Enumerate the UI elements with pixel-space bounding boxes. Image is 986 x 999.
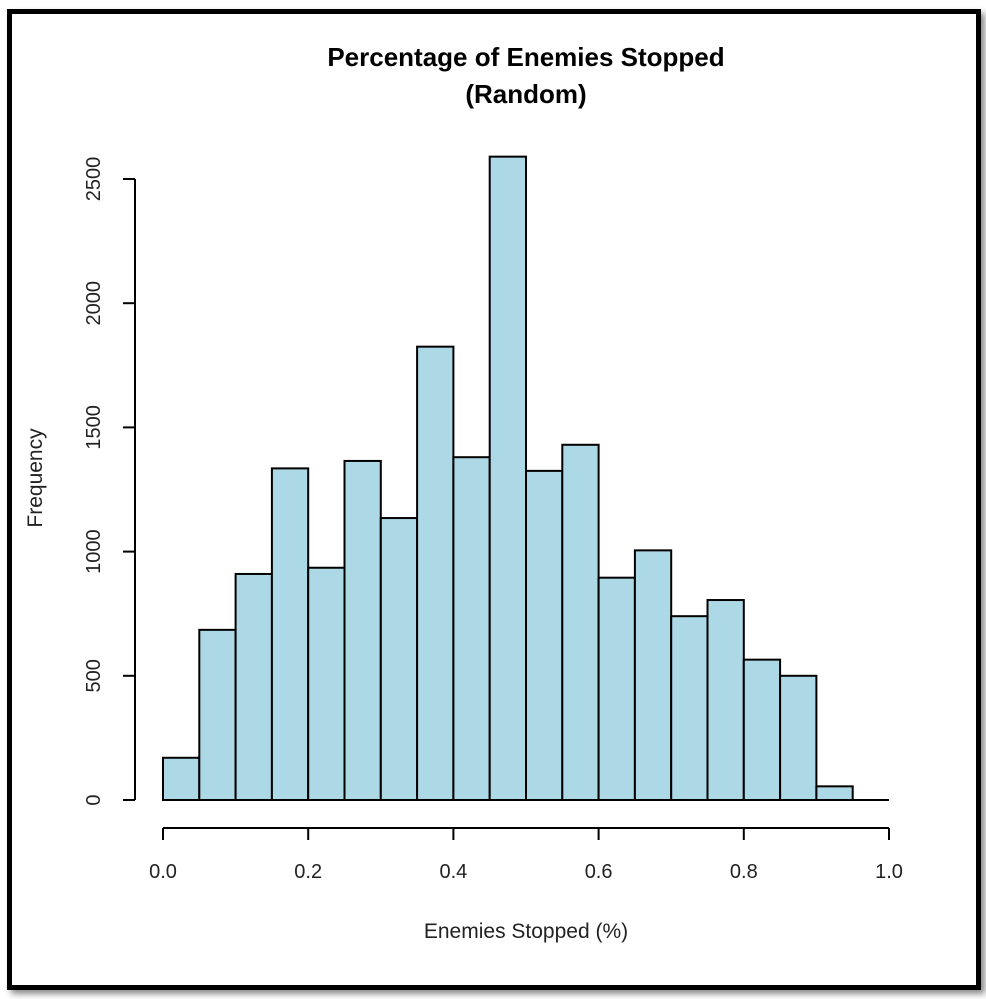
x-tick-label-3: 0.6 — [585, 861, 613, 883]
x-tick-label-5: 1.0 — [875, 861, 903, 883]
histogram-bar-3 — [270, 467, 310, 801]
histogram-bar-0 — [162, 756, 201, 801]
histogram-bar-12 — [597, 576, 636, 801]
x-tick-label-0: 0.0 — [149, 861, 177, 883]
histogram-bar-18 — [815, 785, 854, 802]
histogram-bar-17 — [779, 674, 818, 801]
histogram-bar-1 — [198, 628, 237, 802]
histogram-bar-10 — [525, 469, 564, 801]
y-tick-label-4: 2000 — [83, 281, 105, 326]
histogram-bar-9 — [488, 155, 528, 802]
x-axis-label: Enemies Stopped (%) — [424, 920, 628, 943]
y-tick-label-2: 1000 — [83, 529, 105, 574]
y-axis-label: Frequency — [24, 428, 47, 528]
histogram-bar-11 — [561, 443, 600, 801]
x-tick-label-1: 0.2 — [294, 861, 322, 883]
histogram-bar-5 — [343, 459, 382, 801]
chart-subtitle: (Random) — [465, 79, 586, 109]
x-tick-label-2: 0.4 — [439, 861, 467, 883]
histogram-bar-14 — [670, 615, 709, 802]
histogram-bar-2 — [234, 572, 273, 801]
histogram-bar-8 — [452, 456, 491, 801]
histogram-bar-15 — [706, 599, 745, 802]
histogram-bar-4 — [307, 566, 346, 801]
y-axis: 0 500 1000 1500 2000 2500 — [83, 157, 136, 806]
histogram-bar-7 — [416, 345, 455, 801]
histogram-bar-13 — [633, 549, 673, 801]
y-tick-label-5: 2500 — [83, 157, 105, 202]
histogram-bar-6 — [379, 517, 419, 801]
y-tick-label-0: 0 — [83, 794, 105, 805]
histogram-bars — [162, 155, 889, 802]
y-tick-label-1: 500 — [83, 659, 105, 692]
x-tick-label-4: 0.8 — [730, 861, 758, 883]
x-axis: 0.0 0.2 0.4 0.6 0.8 1.0 — [149, 827, 903, 883]
histogram-bar-16 — [742, 658, 782, 801]
chart-title: Percentage of Enemies Stopped — [327, 42, 724, 72]
y-tick-label-3: 1500 — [83, 405, 105, 450]
